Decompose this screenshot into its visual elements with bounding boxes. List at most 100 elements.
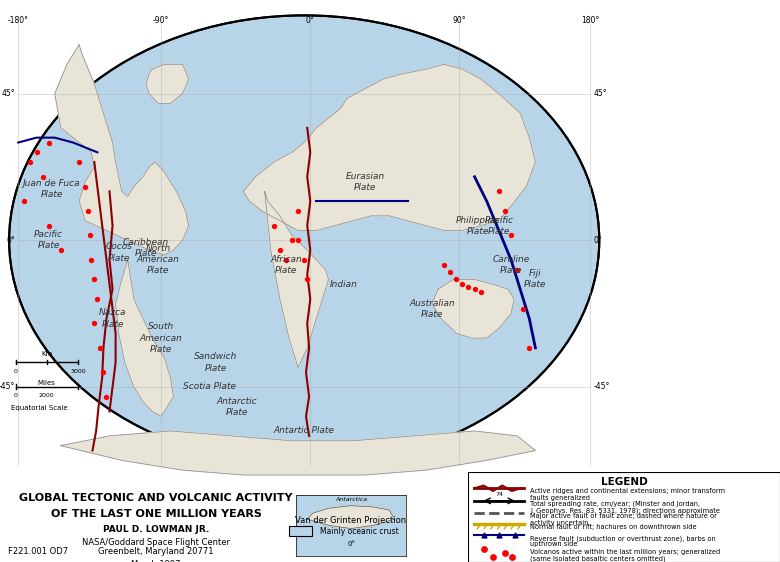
Text: -180°: -180°: [8, 16, 29, 25]
Point: [73, 157, 85, 166]
Text: 74: 74: [495, 492, 503, 497]
Text: 0°: 0°: [6, 236, 16, 245]
Text: 0°: 0°: [593, 236, 602, 245]
Text: Caribbean
Plate: Caribbean Plate: [123, 238, 169, 258]
Text: 0: 0: [14, 393, 17, 398]
Polygon shape: [61, 431, 535, 475]
Text: NASA/Goddard Space Flight Center: NASA/Goddard Space Flight Center: [82, 538, 230, 547]
Point: [292, 206, 304, 215]
Point: [280, 255, 292, 264]
Point: [98, 368, 110, 377]
Point: [268, 221, 280, 230]
Text: Caroline
Plate: Caroline Plate: [492, 255, 530, 275]
Polygon shape: [432, 279, 514, 338]
Text: North
American
Plate: North American Plate: [136, 244, 179, 275]
Text: Cocos
Plate: Cocos Plate: [105, 242, 132, 262]
Point: [463, 282, 475, 291]
Text: Antarctic
Plate: Antarctic Plate: [217, 397, 257, 416]
Text: 45°: 45°: [593, 89, 607, 98]
Polygon shape: [55, 45, 189, 255]
Text: Equatorial Scale: Equatorial Scale: [11, 405, 67, 411]
Point: [88, 275, 101, 284]
Text: March 1997: March 1997: [131, 560, 181, 562]
Point: [477, 531, 490, 540]
Text: Antartic Plate: Antartic Plate: [274, 427, 335, 436]
Point: [24, 157, 37, 166]
Point: [505, 231, 517, 240]
Point: [511, 265, 523, 274]
Point: [79, 182, 91, 191]
Point: [499, 549, 512, 558]
Point: [94, 343, 107, 352]
Text: Antarctica: Antarctica: [335, 497, 367, 502]
Point: [474, 287, 487, 296]
Text: Australian
Plate: Australian Plate: [410, 299, 455, 319]
Point: [42, 138, 55, 147]
Point: [82, 206, 94, 215]
Point: [505, 552, 518, 561]
Text: F221.001 OD7: F221.001 OD7: [8, 547, 68, 556]
Point: [523, 343, 536, 352]
Point: [91, 294, 104, 303]
Ellipse shape: [9, 15, 599, 465]
Point: [468, 285, 480, 294]
Point: [477, 545, 490, 554]
Polygon shape: [264, 192, 328, 368]
Text: upthrown side: upthrown side: [530, 541, 578, 547]
Text: Miles: Miles: [38, 380, 55, 386]
Point: [517, 304, 530, 313]
Point: [456, 280, 469, 289]
Polygon shape: [307, 506, 395, 528]
Point: [298, 255, 310, 264]
Text: -90°: -90°: [153, 16, 169, 25]
Text: Normal fault or rift; hachures on downthrown side: Normal fault or rift; hachures on downth…: [530, 524, 697, 530]
Text: GLOBAL TECTONIC AND VOLCANIC ACTIVITY: GLOBAL TECTONIC AND VOLCANIC ACTIVITY: [20, 492, 292, 502]
Text: Scotia Plate: Scotia Plate: [183, 383, 236, 392]
Point: [100, 392, 112, 401]
Point: [444, 268, 456, 277]
Point: [83, 231, 96, 240]
Text: Mainly oceanic crust: Mainly oceanic crust: [320, 527, 399, 536]
Text: 0°: 0°: [347, 541, 355, 547]
Point: [30, 148, 43, 157]
Text: 45°: 45°: [2, 89, 16, 98]
Polygon shape: [115, 260, 173, 416]
Text: -45°: -45°: [593, 383, 609, 392]
Text: PAUL D. LOWMAN JR.: PAUL D. LOWMAN JR.: [103, 525, 209, 534]
Text: Km: Km: [41, 351, 52, 357]
Text: African
Plate: African Plate: [270, 255, 302, 275]
Point: [509, 531, 521, 540]
Text: Pacific
Plate: Pacific Plate: [34, 230, 63, 250]
Point: [438, 260, 450, 269]
Text: faults generalized: faults generalized: [530, 495, 590, 501]
Point: [493, 531, 505, 540]
Polygon shape: [146, 64, 189, 103]
Polygon shape: [243, 64, 535, 230]
Text: 2000: 2000: [39, 393, 55, 398]
Point: [493, 187, 505, 196]
Text: 180°: 180°: [581, 16, 599, 25]
Point: [55, 246, 67, 255]
Text: Sandwich
Plate: Sandwich Plate: [194, 352, 238, 373]
Text: Major active fault or fault zone; dashed where nature or: Major active fault or fault zone; dashed…: [530, 514, 718, 519]
Bar: [289, 526, 312, 536]
Point: [450, 275, 463, 284]
Text: LEGEND: LEGEND: [601, 477, 647, 487]
Text: J. Geophys. Res. 83, 5331, 1978); directions approximate: J. Geophys. Res. 83, 5331, 1978); direct…: [530, 507, 721, 514]
Point: [42, 221, 55, 230]
Text: Juan de Fuca
Plate: Juan de Fuca Plate: [23, 179, 80, 199]
Text: Van der Grinten Projection: Van der Grinten Projection: [296, 516, 406, 525]
Text: activity uncertain: activity uncertain: [530, 520, 589, 525]
Text: Reverse fault (subduction or overthrust zone), barbs on: Reverse fault (subduction or overthrust …: [530, 535, 716, 542]
Point: [85, 255, 98, 264]
Point: [292, 236, 304, 245]
Text: (same isolated basaltic centers omitted): (same isolated basaltic centers omitted): [530, 556, 666, 562]
Text: Nazca
Plate: Nazca Plate: [99, 309, 126, 329]
Text: 90°: 90°: [452, 16, 466, 25]
Text: -45°: -45°: [0, 383, 16, 392]
Text: Total spreading rate, cm/year; (Minster and Jordan,: Total spreading rate, cm/year; (Minster …: [530, 501, 700, 507]
Point: [285, 236, 298, 245]
Text: Pacific
Plate: Pacific Plate: [484, 216, 513, 235]
Text: Philippine
Plate: Philippine Plate: [456, 216, 499, 235]
Text: OF THE LAST ONE MILLION YEARS: OF THE LAST ONE MILLION YEARS: [51, 509, 261, 519]
